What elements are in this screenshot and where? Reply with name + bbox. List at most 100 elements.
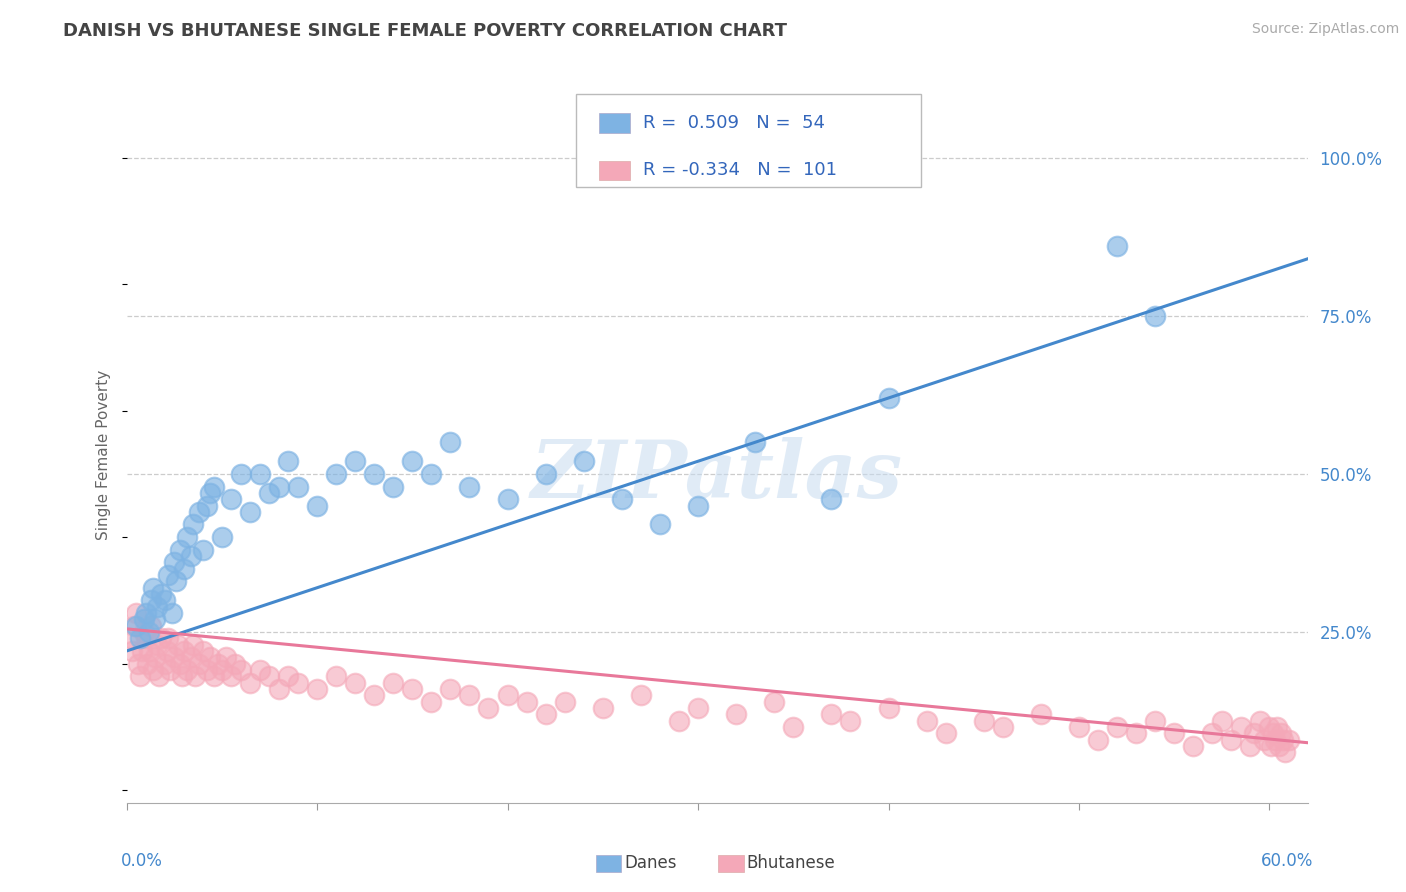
Point	[763, 695, 786, 709]
Point	[173, 644, 195, 658]
Point	[973, 714, 995, 728]
Point	[211, 663, 233, 677]
Point	[496, 688, 519, 702]
Point	[180, 549, 202, 563]
Point	[401, 681, 423, 696]
Point	[146, 638, 169, 652]
Point	[344, 454, 367, 468]
Text: DANISH VS BHUTANESE SINGLE FEMALE POVERTY CORRELATION CHART: DANISH VS BHUTANESE SINGLE FEMALE POVERT…	[63, 22, 787, 40]
Point	[138, 644, 160, 658]
Point	[153, 657, 176, 671]
Point	[142, 581, 165, 595]
Point	[163, 556, 186, 570]
Point	[1249, 714, 1271, 728]
Point	[195, 499, 218, 513]
Point	[1163, 726, 1185, 740]
Point	[1277, 732, 1299, 747]
Point	[1087, 732, 1109, 747]
Point	[157, 632, 180, 646]
Point	[169, 657, 191, 671]
Point	[125, 606, 148, 620]
Text: Source: ZipAtlas.com: Source: ZipAtlas.com	[1251, 22, 1399, 37]
Point	[1125, 726, 1147, 740]
Text: Danes: Danes	[624, 855, 676, 872]
Point	[277, 454, 299, 468]
Point	[165, 574, 187, 589]
Point	[1260, 739, 1282, 753]
Point	[162, 606, 184, 620]
Point	[202, 669, 225, 683]
Point	[382, 675, 405, 690]
Text: Bhutanese: Bhutanese	[747, 855, 835, 872]
Point	[915, 714, 938, 728]
Point	[516, 695, 538, 709]
Text: 0.0%: 0.0%	[121, 852, 163, 870]
Point	[744, 435, 766, 450]
Point	[214, 650, 236, 665]
Point	[325, 669, 347, 683]
Point	[496, 492, 519, 507]
Point	[991, 720, 1014, 734]
Point	[181, 638, 204, 652]
Point	[1107, 720, 1129, 734]
Point	[122, 618, 145, 632]
Point	[249, 663, 271, 677]
Point	[877, 391, 900, 405]
Point	[157, 568, 180, 582]
Point	[935, 726, 957, 740]
Point	[1263, 726, 1285, 740]
Point	[382, 479, 405, 493]
Point	[239, 505, 262, 519]
Point	[305, 499, 328, 513]
Point	[725, 707, 748, 722]
Point	[259, 486, 281, 500]
Point	[1270, 726, 1292, 740]
Point	[169, 542, 191, 557]
Point	[127, 657, 149, 671]
Point	[1029, 707, 1052, 722]
Point	[138, 625, 160, 640]
Point	[820, 492, 842, 507]
Point	[120, 632, 142, 646]
Text: R =  0.509   N =  54: R = 0.509 N = 54	[643, 114, 824, 132]
Point	[554, 695, 576, 709]
Point	[1107, 239, 1129, 253]
Point	[820, 707, 842, 722]
Point	[686, 701, 709, 715]
Point	[229, 663, 252, 677]
Point	[1144, 714, 1167, 728]
Point	[141, 593, 163, 607]
Point	[648, 517, 671, 532]
Point	[200, 486, 222, 500]
Point	[202, 479, 225, 493]
Point	[401, 454, 423, 468]
Point	[420, 695, 443, 709]
Point	[249, 467, 271, 481]
Point	[610, 492, 633, 507]
Point	[477, 701, 499, 715]
Point	[224, 657, 246, 671]
Point	[121, 644, 143, 658]
Point	[211, 530, 233, 544]
Point	[877, 701, 900, 715]
Point	[277, 669, 299, 683]
Point	[534, 467, 557, 481]
Text: 60.0%: 60.0%	[1261, 852, 1313, 870]
Point	[1274, 745, 1296, 759]
Point	[1067, 720, 1090, 734]
Point	[207, 657, 229, 671]
Text: R = -0.334   N =  101: R = -0.334 N = 101	[643, 161, 837, 179]
Point	[1211, 714, 1233, 728]
Point	[572, 454, 595, 468]
Point	[142, 663, 165, 677]
Point	[305, 681, 328, 696]
Point	[184, 669, 207, 683]
Point	[136, 657, 159, 671]
Point	[180, 650, 202, 665]
Point	[143, 612, 166, 626]
Point	[170, 669, 193, 683]
Point	[363, 688, 385, 702]
Point	[267, 479, 290, 493]
Point	[782, 720, 804, 734]
Point	[155, 644, 177, 658]
